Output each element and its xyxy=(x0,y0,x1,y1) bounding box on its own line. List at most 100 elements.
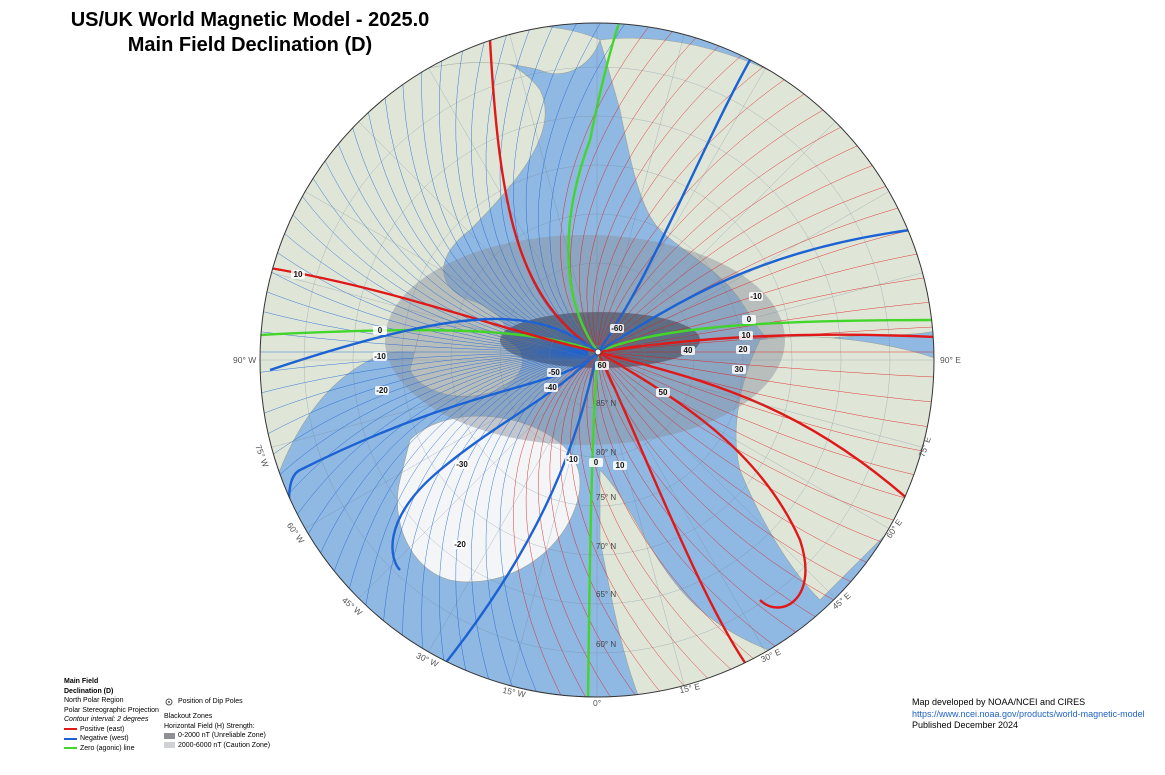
negative-contour xyxy=(381,31,589,351)
negative-contour xyxy=(421,354,589,697)
contour-label-bg xyxy=(742,315,756,324)
contour-label: 50 xyxy=(659,388,668,397)
meridian-line xyxy=(358,359,598,599)
zero-line-south xyxy=(586,351,600,697)
credits-line-1: Map developed by NOAA/NCEI and CIRES xyxy=(912,697,1086,707)
legend-zone2-label: 2000-6000 nT (Caution Zone) xyxy=(178,741,271,749)
meridian-line xyxy=(596,191,889,361)
positive-contour xyxy=(604,170,934,347)
lon-label-0: 0° xyxy=(593,698,601,708)
meridian-line xyxy=(509,34,598,361)
negative-contour xyxy=(455,23,590,349)
negative-contour xyxy=(260,297,589,353)
positive-contour xyxy=(560,357,692,697)
legend-heading-2: Declination (D) xyxy=(64,687,114,695)
zero-line-north xyxy=(567,23,622,353)
contour-label: 60 xyxy=(598,361,607,370)
contour-label-bg xyxy=(375,386,389,395)
title-line-1: US/UK World Magnetic Model - 2025.0 xyxy=(70,9,430,31)
lat-label-65n: 65° N xyxy=(596,590,616,599)
lat-label-85n: 85° N xyxy=(596,399,616,408)
meridian-line xyxy=(509,359,598,686)
contour-label-bg xyxy=(455,460,469,469)
meridian-line xyxy=(596,359,836,599)
negative-contour xyxy=(471,355,590,697)
legend-negative-row: Negative (west) xyxy=(64,734,159,744)
negative-contour xyxy=(260,351,589,407)
contour-label: -30 xyxy=(456,460,468,469)
contour-label: -10 xyxy=(374,352,386,361)
contour-label: -10 xyxy=(750,292,762,301)
meridian-line xyxy=(596,121,836,361)
legend-zone1-label: 0-2000 nT (Unreliable Zone) xyxy=(178,732,266,739)
credits-line-3: Published December 2024 xyxy=(912,720,1019,730)
contour-label: -50 xyxy=(548,368,560,377)
lat-label-80n: 80° N xyxy=(596,448,616,457)
negative-contour xyxy=(260,194,589,352)
legend-blackout-sub: Horizontal Field (H) Strength: xyxy=(164,722,255,730)
meridian-line xyxy=(596,359,685,686)
meridian-line xyxy=(596,359,889,529)
legend-heading-1: Main Field xyxy=(64,678,99,685)
positive-10-lower xyxy=(596,351,751,671)
negative-contour xyxy=(260,170,589,352)
positive-10-left xyxy=(269,266,599,354)
legend-region: North Polar Region xyxy=(64,697,124,704)
legend-zero-label: Zero (agonic) line xyxy=(80,744,135,752)
contour-label: 10 xyxy=(742,331,751,340)
zone2-swatch xyxy=(164,742,175,749)
contour-label: 0 xyxy=(747,315,752,324)
contour-label-bg xyxy=(373,352,387,361)
lon-label-15e: 15° E xyxy=(678,681,701,695)
positive-contour xyxy=(606,355,934,459)
positive-contour xyxy=(600,82,877,346)
meridian-line xyxy=(596,359,923,448)
legend-interval: Contour interval: 2 degrees xyxy=(64,716,149,723)
positive-contour xyxy=(596,358,815,674)
lat-label-70n: 70° N xyxy=(596,542,616,551)
contour-label: 20 xyxy=(739,345,748,354)
negative-contour xyxy=(260,352,589,459)
zero-line-east xyxy=(597,318,934,354)
positive-contour xyxy=(570,358,718,697)
negative-contour xyxy=(260,245,589,352)
map-title: US/UK World Magnetic Model - 2025.0 Main… xyxy=(40,8,460,58)
lon-label-90e: 90° E xyxy=(940,355,961,365)
contour-label-bg xyxy=(739,331,753,340)
negative-contour xyxy=(359,46,589,351)
negative-contour xyxy=(301,352,589,601)
contour-label: 0 xyxy=(594,458,599,467)
negative-contour xyxy=(499,23,591,348)
contour-label: -60 xyxy=(611,324,623,333)
positive-contour xyxy=(549,357,666,697)
negative-contour xyxy=(525,23,612,348)
contour-label-bg xyxy=(544,383,558,392)
title-line-2: Main Field Declination (D) xyxy=(127,34,373,56)
positive-contour xyxy=(601,358,895,602)
negative-contour xyxy=(319,353,589,621)
negative-swatch xyxy=(64,737,77,740)
legend: Main Field Declination (D) North Polar R… xyxy=(64,677,159,753)
meridian-line xyxy=(271,359,598,448)
meridian-line xyxy=(596,68,766,361)
contour-label: 10 xyxy=(616,461,625,470)
contour-label-bg xyxy=(681,346,695,355)
negative-contour xyxy=(260,352,589,534)
positive-20 xyxy=(597,350,921,511)
zero-line-west xyxy=(260,328,599,354)
negative-10-upper xyxy=(597,59,752,353)
contour-label-bg xyxy=(732,365,746,374)
credits-link[interactable]: https://www.ncei.noaa.gov/products/world… xyxy=(912,708,1145,719)
positive-contour xyxy=(596,30,815,346)
positive-contour xyxy=(586,23,768,346)
legend-positive-row: Positive (east) xyxy=(64,725,159,735)
contour-label-bg xyxy=(613,461,627,470)
contour-label-bg xyxy=(291,270,305,279)
negative-contour xyxy=(260,351,589,380)
positive-contour xyxy=(607,352,934,380)
contour-label: -20 xyxy=(376,386,388,395)
lon-label-15w: 15° W xyxy=(502,685,527,700)
negative-contour xyxy=(260,352,589,433)
